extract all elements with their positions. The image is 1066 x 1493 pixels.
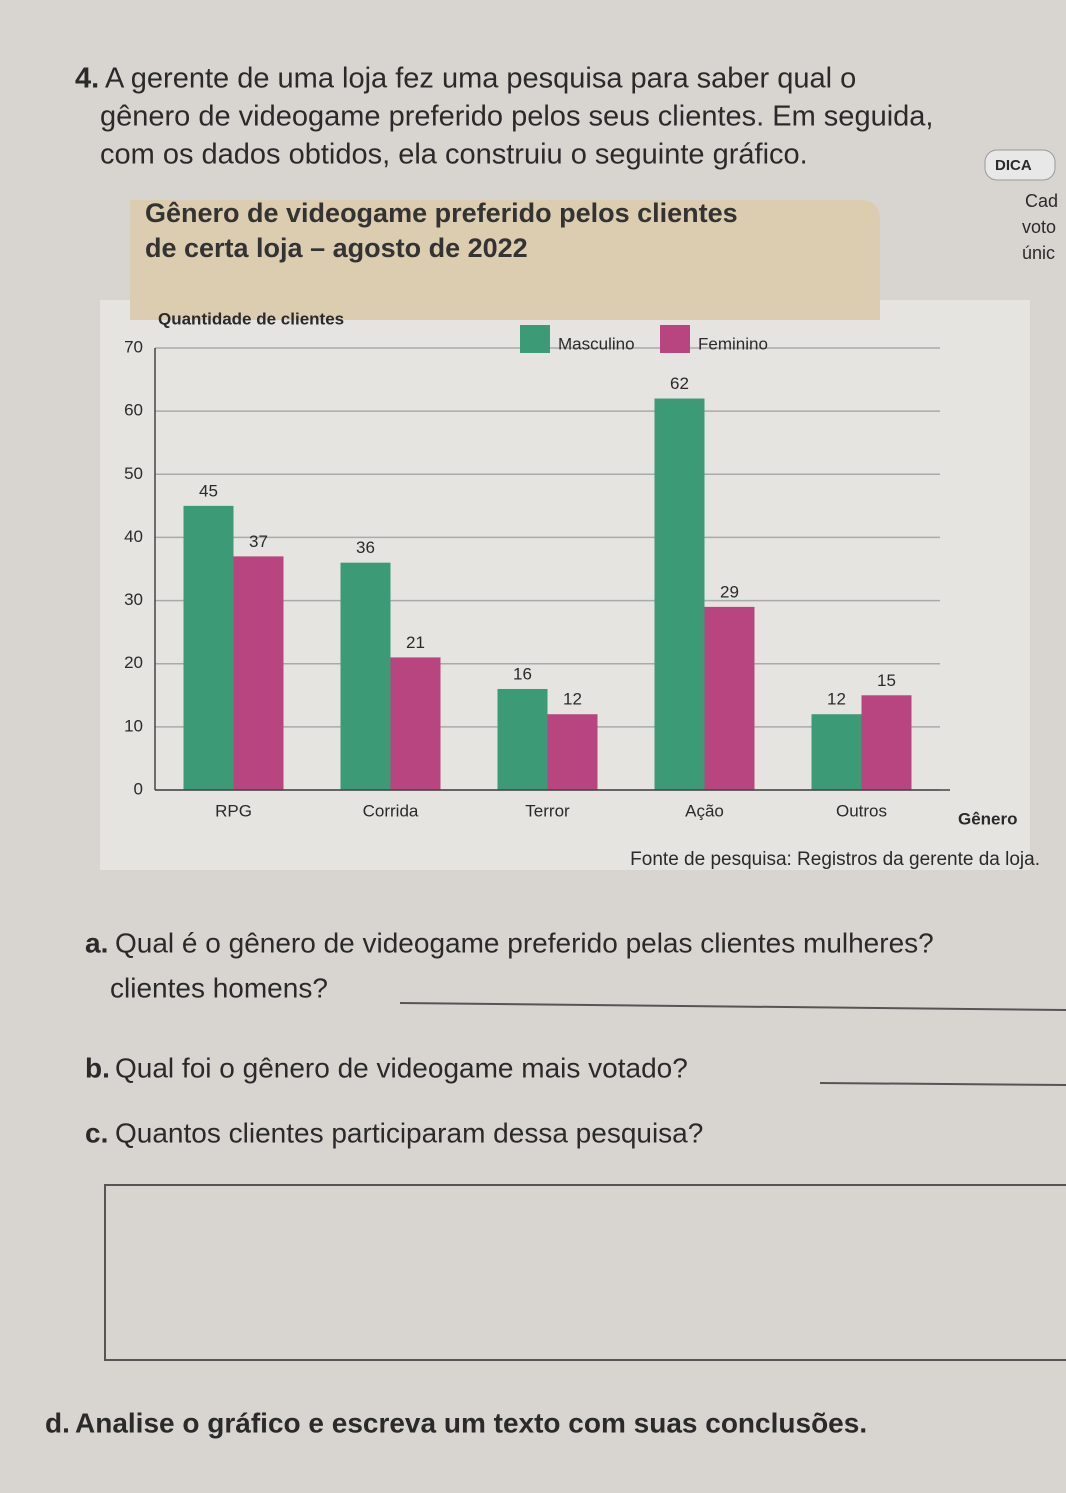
value-label: 16 <box>513 664 532 683</box>
bar <box>811 714 862 790</box>
value-label: 62 <box>670 374 689 393</box>
y-tick-label: 20 <box>124 653 143 672</box>
question-letter: c. <box>85 1117 108 1148</box>
y-tick-label: 60 <box>124 401 143 420</box>
x-tick-label: RPG <box>215 801 252 820</box>
answer-line <box>399 1002 1066 1011</box>
y-tick-label: 30 <box>124 590 143 609</box>
x-axis-label: Gênero <box>958 809 1018 828</box>
bar <box>497 688 548 790</box>
intro-line: com os dados obtidos, ela construiu o se… <box>100 139 808 171</box>
question-text: Analise o gráfico e escreva um texto com… <box>75 1407 867 1438</box>
x-tick-label: Outros <box>836 801 887 820</box>
question-text: Quantos clientes participaram dessa pesq… <box>115 1117 703 1148</box>
question-text: Qual foi o gênero de videogame mais vota… <box>115 1052 688 1083</box>
legend-label: Feminino <box>698 334 768 353</box>
bar <box>340 562 391 790</box>
value-label: 37 <box>249 532 268 551</box>
legend-swatch <box>660 325 690 353</box>
y-tick-label: 40 <box>124 527 143 546</box>
title-banner <box>130 200 880 320</box>
legend-swatch <box>520 325 550 353</box>
question-number: 4. <box>75 63 99 95</box>
intro-line: A gerente de uma loja fez uma pesquisa p… <box>105 63 856 95</box>
bar <box>183 505 234 790</box>
dica-label: DICA <box>995 157 1032 174</box>
question-text: Qual é o gênero de videogame preferido p… <box>115 927 934 958</box>
sidebar-text: Cad <box>1025 191 1058 211</box>
value-label: 15 <box>877 671 896 690</box>
value-label: 12 <box>563 690 582 709</box>
bar <box>547 714 598 790</box>
x-tick-label: Ação <box>685 801 724 820</box>
y-axis-label: Quantidade de clientes <box>158 309 344 328</box>
bar <box>861 695 912 790</box>
value-label: 21 <box>406 633 425 652</box>
x-tick-label: Corrida <box>363 801 419 820</box>
question-letter: d. <box>45 1407 70 1438</box>
y-tick-label: 50 <box>124 464 143 483</box>
value-label: 29 <box>720 582 739 601</box>
bar <box>654 398 705 790</box>
chart-title: de certa loja – agosto de 2022 <box>145 233 528 263</box>
legend-label: Masculino <box>558 334 635 353</box>
bar <box>390 657 441 790</box>
dica-badge <box>984 149 1056 181</box>
sidebar-text: únic <box>1022 243 1055 263</box>
sidebar-text: voto <box>1022 217 1056 237</box>
bar <box>233 556 284 790</box>
answer-box <box>104 1184 1066 1361</box>
value-label: 45 <box>199 481 218 500</box>
y-tick-label: 0 <box>134 779 143 798</box>
bar <box>704 606 755 790</box>
question-letter: a. <box>85 927 108 958</box>
chart-title: Gênero de videogame preferido pelos clie… <box>145 198 738 228</box>
value-label: 36 <box>356 538 375 557</box>
y-tick-label: 10 <box>124 716 143 735</box>
question-text: clientes homens? <box>110 972 328 1003</box>
y-tick-label: 70 <box>124 337 143 356</box>
answer-line <box>819 1082 1066 1086</box>
source: Fonte de pesquisa: Registros da gerente … <box>630 849 1040 870</box>
question-letter: b. <box>85 1052 110 1083</box>
value-label: 12 <box>827 690 846 709</box>
intro-line: gênero de videogame preferido pelos seus… <box>100 101 933 133</box>
x-tick-label: Terror <box>525 801 570 820</box>
